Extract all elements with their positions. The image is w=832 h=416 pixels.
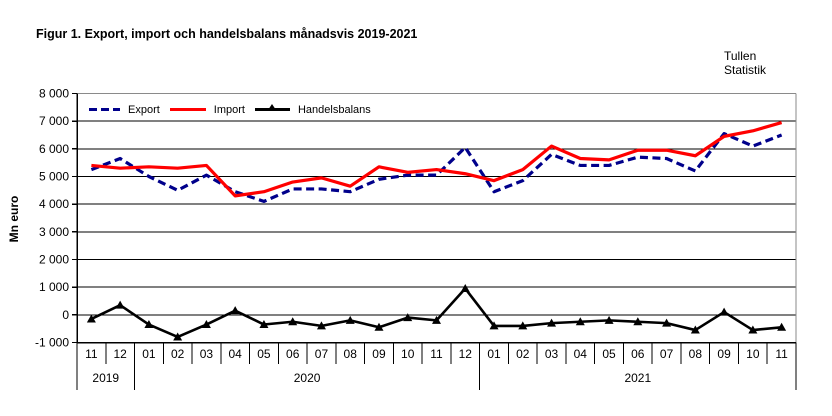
month-label: 02 [516,347,530,361]
handelsbalans-marker-icon [259,320,269,329]
y-tick-label: 0 [62,308,69,322]
month-label: 06 [631,347,645,361]
handelsbalans-marker-icon [374,322,384,331]
y-tick-label: 3 000 [39,225,69,239]
month-label: 05 [257,347,271,361]
month-label: 09 [372,347,386,361]
brand-line-1: Tullen [724,49,757,63]
handelsbalans-marker-icon [662,318,672,327]
year-label: 2020 [294,371,321,385]
handelsbalans-legend-label: Handelsbalans [297,103,371,116]
month-label: 07 [660,347,674,361]
month-label: 11 [430,347,443,361]
handelsbalans-marker-icon [748,325,758,334]
month-label: 03 [200,347,214,361]
tullen-statistik-logo: Tullen Statistik [724,49,766,77]
month-label: 10 [746,347,760,361]
month-label: 08 [689,347,703,361]
month-label: 07 [315,347,329,361]
y-tick-label: 8 000 [39,87,69,101]
handelsbalans-marker-icon [432,315,441,324]
handelsbalans-marker-icon [144,320,154,329]
y-tick-label: 7 000 [39,114,69,128]
import-legend-line-icon [169,108,206,111]
handelsbalans-marker-icon [345,315,355,324]
export-line [90,132,783,203]
handelsbalans-legend-line-icon [254,104,290,111]
handelsbalans-marker-icon [288,317,298,326]
month-label: 02 [171,347,185,361]
month-label: 01 [142,347,156,361]
month-label: 11 [775,347,788,361]
handelsbalans-marker-icon [690,325,700,334]
handelsbalans-marker-icon [604,315,614,324]
y-tick-label: 4 000 [39,197,69,211]
figure-title: Figur 1. Export, import och handelsbalan… [36,27,418,41]
month-label: 11 [85,347,98,361]
chart-legend: Export Import Handelsbalans [89,102,381,117]
month-label: 12 [459,347,473,361]
handelsbalans-marker-icon [633,317,643,326]
month-label: 12 [113,347,127,361]
y-tick-label: 2 000 [39,253,69,267]
handelsbalans-marker-icon [575,317,585,326]
handelsbalans-marker-icon [201,320,211,329]
month-label: 04 [229,347,243,361]
handelsbalans-marker-icon [173,332,183,341]
import-line [91,121,783,198]
month-label: 08 [344,347,358,361]
handelsbalans-line [90,287,782,339]
month-label: 09 [717,347,731,361]
export-legend-label: Export [128,103,160,116]
export-legend-line-icon [89,108,120,111]
y-tick-label: 6 000 [39,142,69,156]
import-legend-label: Import [213,103,245,116]
handelsbalans-marker-icon [518,321,528,330]
handelsbalans-marker-icon [230,306,240,315]
handelsbalans-marker-icon [547,318,557,327]
month-label: 01 [487,347,501,361]
handelsbalans-marker-icon [316,321,326,330]
triangle-marker-icon [268,104,277,110]
handelsbalans-marker-icon [115,300,125,309]
y-tick-label: -1 000 [35,336,69,350]
handelsbalans-marker-icon [489,321,499,330]
month-label: 05 [602,347,616,361]
month-label: 03 [545,347,559,361]
handelsbalans-marker-icon [86,314,96,323]
y-tick-label: 5 000 [39,170,69,184]
brand-line-2: Statistik [724,63,767,77]
handelsbalans-marker-icon [777,322,787,331]
y-tick-label: 1 000 [39,280,69,294]
year-label: 2019 [92,371,119,385]
month-label: 04 [574,347,588,361]
year-label: 2021 [624,371,651,385]
month-label: 10 [401,347,415,361]
handelsbalans-marker-icon [460,284,470,293]
handelsbalans-marker-icon [403,313,413,322]
month-label: 06 [286,347,300,361]
handelsbalans-marker-icon [719,307,729,316]
